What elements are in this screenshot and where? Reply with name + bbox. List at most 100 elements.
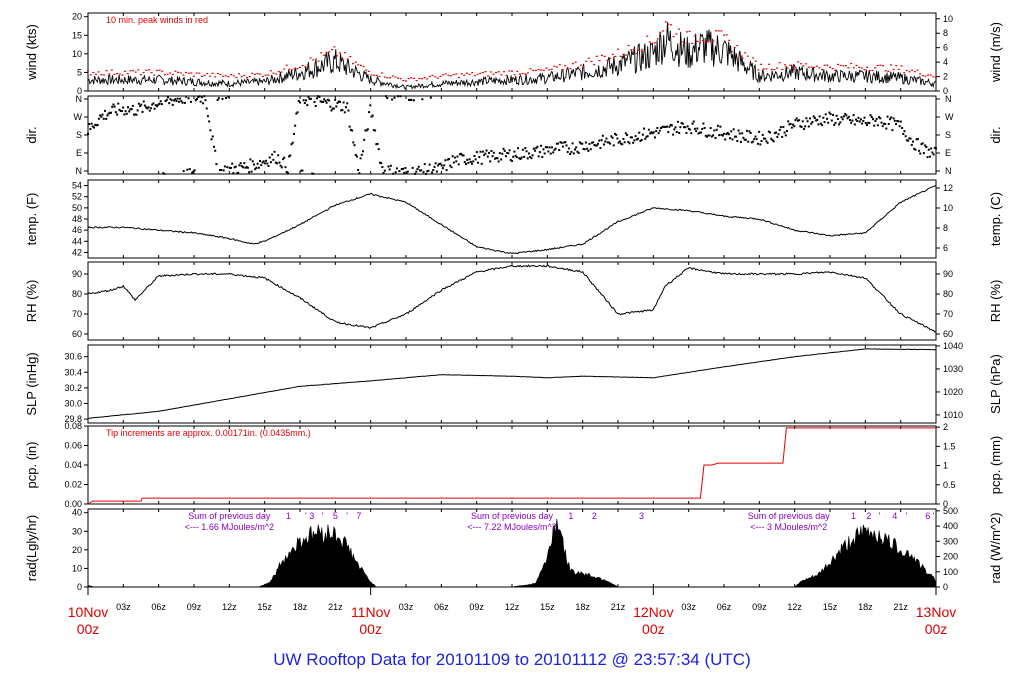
direction-point: [473, 154, 476, 157]
direction-point: [708, 134, 711, 137]
peak-wind-mark: [913, 71, 916, 73]
peak-wind-mark: [598, 59, 601, 62]
direction-point: [422, 171, 425, 174]
direction-point: [341, 109, 344, 112]
y-tick-label: 10: [72, 49, 82, 59]
direction-point: [378, 161, 381, 164]
y-tick-label: 80: [72, 289, 82, 299]
direction-point: [867, 121, 870, 124]
direction-point: [392, 172, 395, 175]
peak-wind-mark: [733, 46, 736, 49]
hour-tick-label: 03z: [399, 602, 414, 612]
direction-point: [135, 113, 138, 116]
direction-point: [725, 133, 728, 136]
peak-wind-mark: [171, 73, 174, 76]
direction-point: [435, 170, 438, 173]
direction-point: [90, 122, 93, 125]
peak-wind-mark: [473, 75, 476, 77]
direction-point: [146, 107, 149, 110]
direction-point: [355, 155, 358, 158]
direction-point: [509, 159, 512, 162]
direction-point: [800, 125, 803, 128]
direction-point: [644, 137, 647, 140]
peak-wind-mark: [707, 41, 710, 43]
direction-point: [776, 135, 779, 138]
direction-point: [753, 138, 756, 141]
direction-point: [858, 120, 861, 123]
peak-wind-mark: [415, 79, 418, 82]
peak-wind-mark: [696, 40, 699, 42]
peak-wind-mark: [823, 64, 826, 66]
direction-point: [667, 131, 670, 134]
direction-point: [521, 148, 524, 151]
peak-wind-mark: [320, 52, 323, 54]
peak-wind-mark: [227, 76, 230, 78]
direction-point: [411, 166, 414, 169]
direction-point: [504, 155, 507, 158]
hour-tick-label: 15z: [540, 602, 555, 612]
peak-wind-mark: [383, 76, 386, 78]
peak-wind-mark: [606, 59, 609, 62]
direction-point: [634, 135, 637, 138]
direction-point: [538, 151, 541, 154]
direction-point: [822, 116, 825, 119]
peak-wind-mark: [362, 65, 365, 68]
direction-point: [401, 167, 404, 170]
peak-wind-mark: [627, 44, 630, 47]
y-axis-label: temp. (F): [24, 193, 39, 246]
peak-wind-mark: [423, 77, 426, 79]
direction-point: [209, 129, 212, 132]
peak-wind-mark: [646, 35, 649, 37]
direction-point: [714, 136, 717, 139]
peak-wind-mark: [375, 74, 378, 76]
direction-point: [246, 166, 249, 169]
direction-point: [721, 134, 724, 137]
direction-point: [372, 129, 375, 132]
direction-point: [142, 100, 145, 103]
peak-wind-mark: [110, 69, 113, 71]
direction-point: [750, 141, 753, 144]
peak-wind-mark: [182, 74, 185, 76]
peak-wind-mark: [394, 76, 397, 78]
peak-wind-mark: [468, 73, 471, 76]
direction-point: [552, 151, 555, 154]
solar-hour-mark: 2: [866, 511, 871, 521]
direction-point: [474, 158, 477, 161]
peak-wind-mark: [251, 72, 254, 74]
peak-wind-mark: [624, 54, 627, 56]
peak-wind-mark: [614, 55, 617, 58]
direction-point: [851, 119, 854, 122]
direction-point: [893, 119, 896, 122]
direction-point: [334, 98, 337, 101]
direction-point: [666, 125, 669, 128]
peak-wind-mark: [723, 34, 725, 36]
peak-wind-mark: [232, 75, 235, 77]
peak-wind-mark: [773, 68, 776, 71]
peak-wind-mark: [794, 66, 797, 69]
direction-point: [699, 131, 702, 134]
direction-point: [385, 95, 388, 98]
peak-wind-mark: [238, 73, 241, 75]
direction-point: [876, 124, 879, 127]
y-tick-label-right: 0: [943, 582, 948, 592]
peak-wind-mark: [402, 79, 405, 82]
peak-wind-mark: [897, 68, 900, 71]
direction-point: [687, 127, 690, 130]
direction-point: [732, 128, 735, 131]
direction-point: [365, 129, 368, 132]
direction-point: [475, 151, 478, 154]
direction-point: [351, 129, 354, 132]
direction-point: [749, 131, 752, 134]
peak-wind-mark: [593, 63, 596, 66]
peak-wind-mark: [903, 72, 906, 74]
direction-point: [554, 147, 557, 150]
direction-point: [676, 120, 679, 123]
peak-wind-mark: [518, 73, 521, 75]
peak-wind-mark: [585, 60, 588, 62]
direction-point: [907, 139, 910, 142]
direction-point: [713, 129, 716, 132]
y-tick-label: 29.8: [64, 414, 82, 424]
peak-wind-mark: [198, 72, 201, 74]
peak-wind-mark: [325, 51, 328, 53]
direction-point: [558, 148, 561, 151]
